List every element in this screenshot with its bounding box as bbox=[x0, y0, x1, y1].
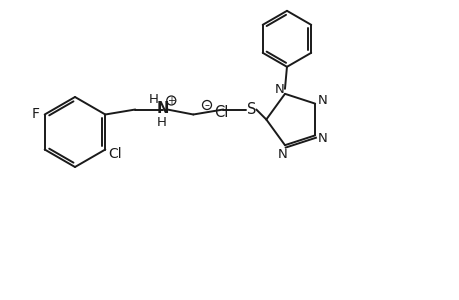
Text: N: N bbox=[157, 101, 169, 116]
Text: N: N bbox=[278, 148, 287, 161]
Text: –: – bbox=[204, 100, 209, 110]
Text: N: N bbox=[317, 94, 326, 107]
Text: Cl: Cl bbox=[213, 104, 228, 119]
Text: +: + bbox=[167, 95, 175, 106]
Text: N: N bbox=[317, 132, 326, 145]
Text: Cl: Cl bbox=[108, 146, 122, 161]
Text: N: N bbox=[274, 83, 284, 96]
Text: S: S bbox=[246, 102, 256, 117]
Text: H: H bbox=[156, 116, 166, 129]
Text: F: F bbox=[32, 106, 39, 121]
Text: H: H bbox=[148, 93, 158, 106]
